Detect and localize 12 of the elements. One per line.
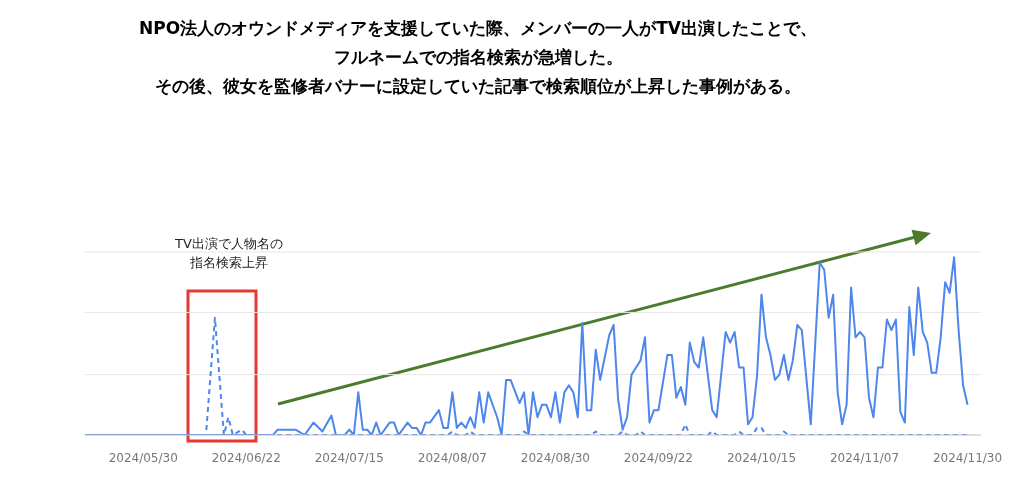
x-tick-label: 2024/07/15: [314, 450, 384, 465]
x-tick-label: 2024/09/22: [623, 450, 694, 465]
x-tick-label: 2024/11/07: [829, 450, 900, 465]
annotation: TV出演で人物名の指名検索上昇: [174, 235, 284, 272]
chart-title: NPO法人のオウンドメディアを支援していた際、メンバーの一人がTV出演したことで、フルネームでの指名検索が急増した。: [138, 17, 818, 69]
chart-subtitle: その後、彼女を監修者バナーに設定していた記事で検索順位が上昇した事例がある。: [154, 75, 802, 98]
x-tick-label: 2024/11/30: [932, 450, 1003, 465]
x-tick-label: 2024/08/30: [520, 450, 590, 465]
x-tick-label: 2024/10/15: [726, 450, 797, 465]
x-tick-label: 2024/05/30: [108, 450, 178, 465]
x-tick-label: 2024/08/07: [417, 450, 487, 465]
x-tick-label: 2024/06/22: [211, 450, 281, 465]
